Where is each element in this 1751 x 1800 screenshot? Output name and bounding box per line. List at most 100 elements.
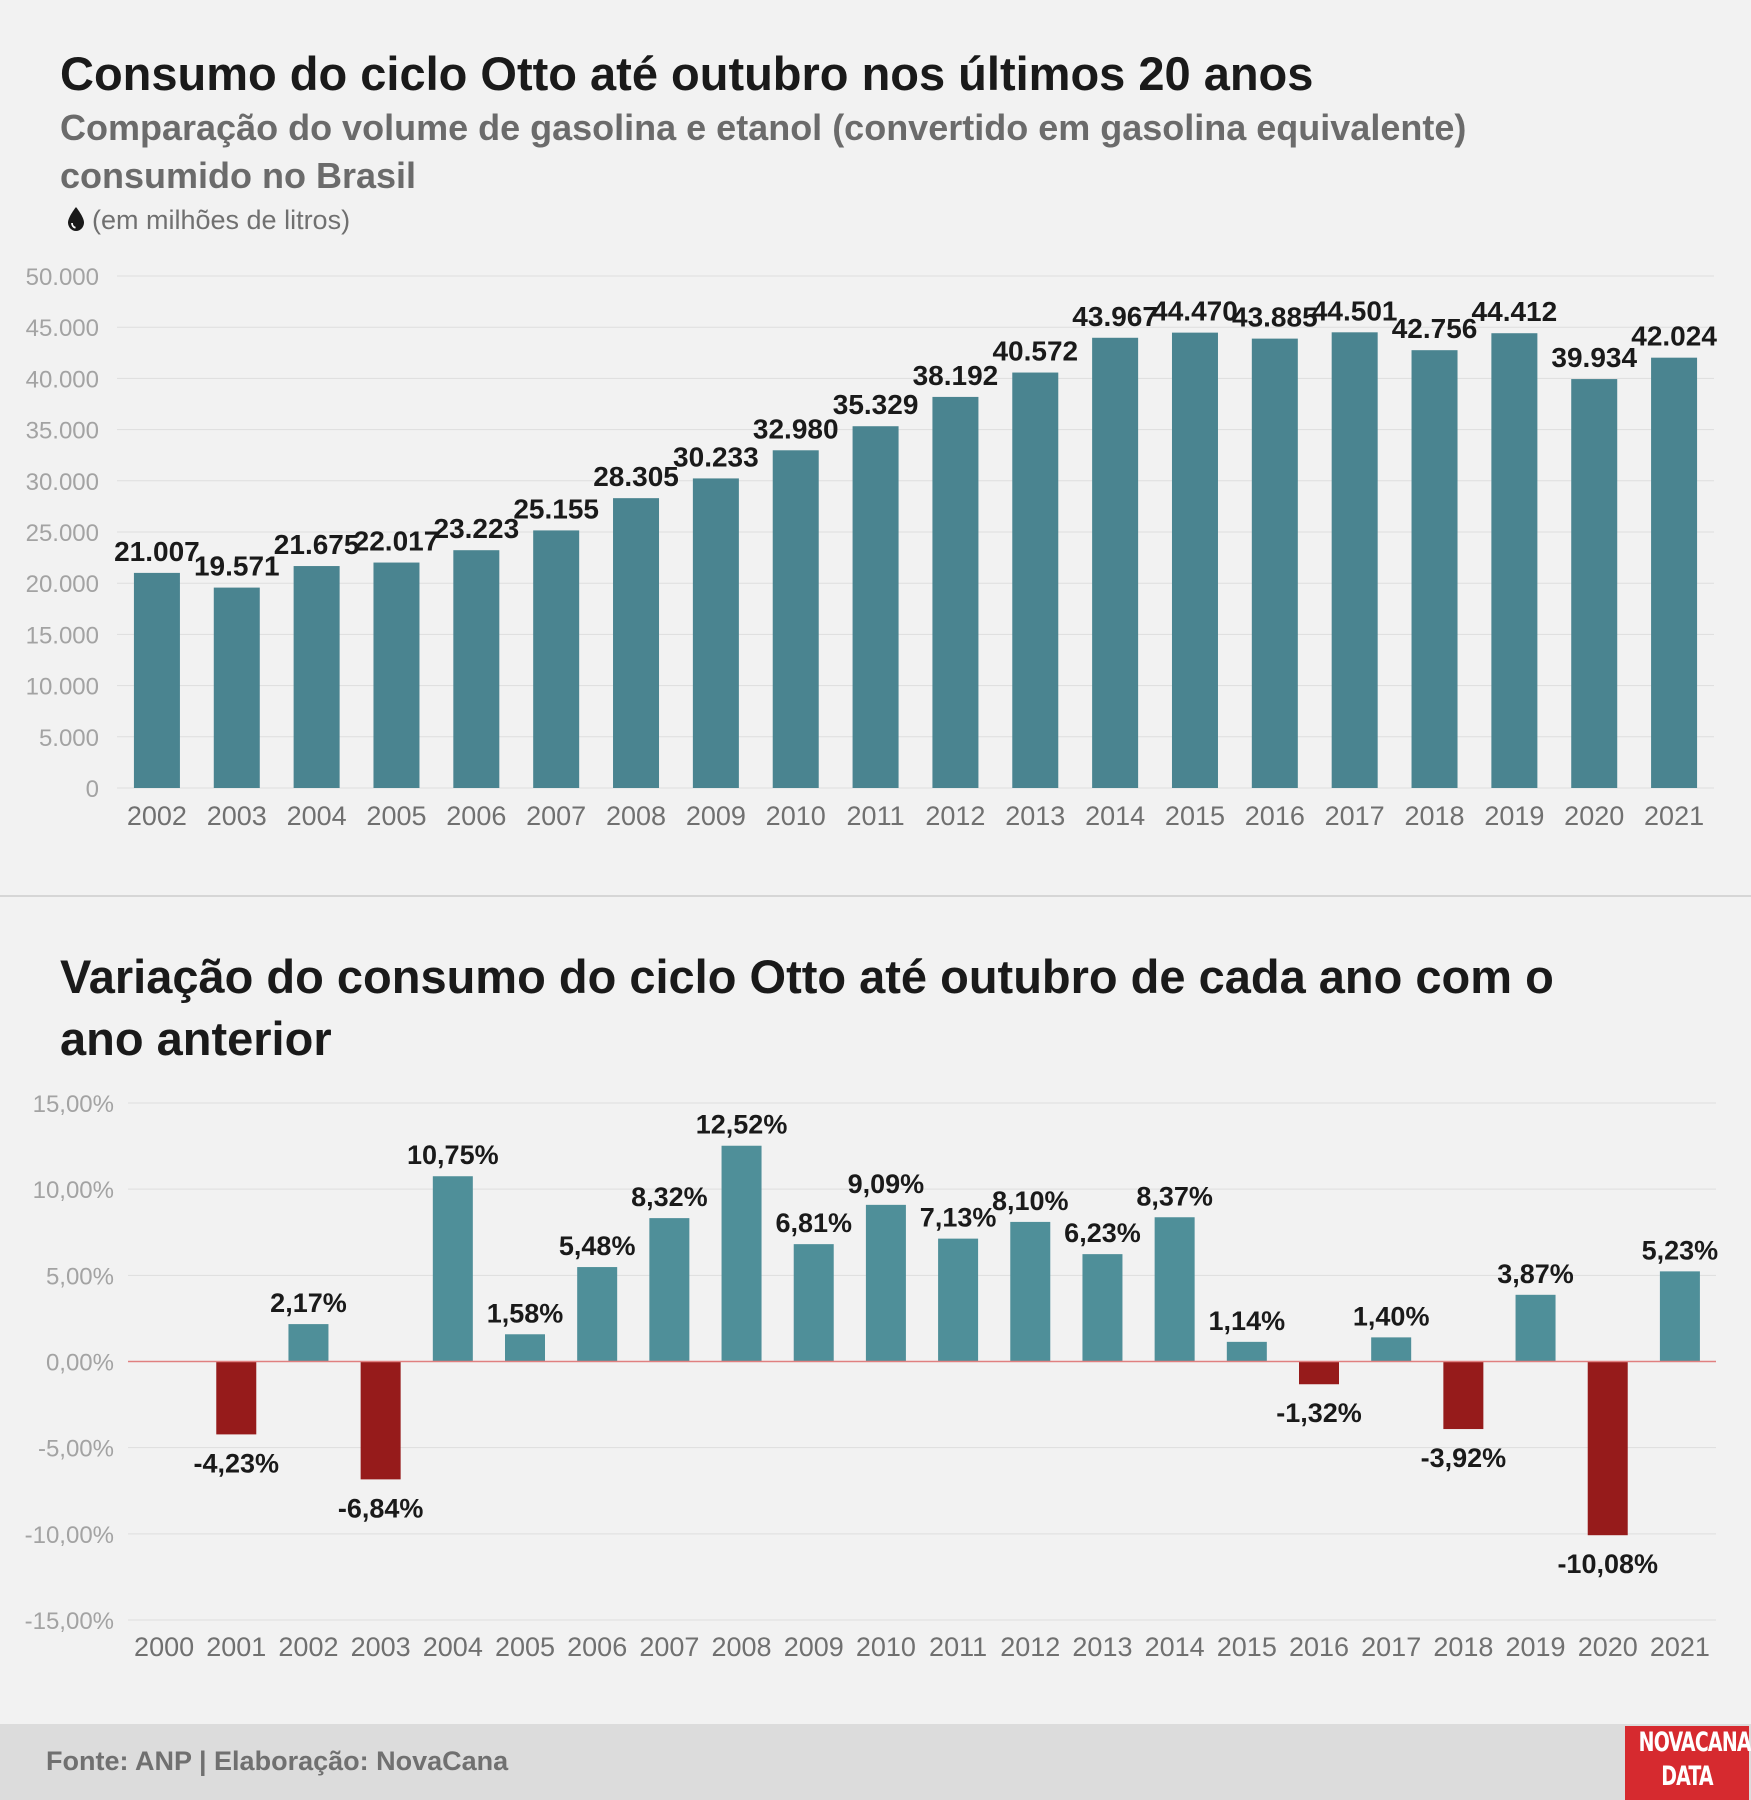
y-tick-label: 5.000: [39, 725, 99, 752]
variation-bar-chart: -15,00% -10,00% -5,00% 0,00% 5,00% 10,00% 15,0…: [25, 1091, 1719, 1662]
data-label: 21.007: [114, 536, 200, 567]
data-label: 1,40%: [1353, 1301, 1430, 1331]
data-label: 9,09%: [848, 1169, 925, 1199]
data-label: -4,23%: [193, 1448, 279, 1478]
positive-bar: [1010, 1221, 1051, 1362]
bar: [293, 566, 340, 788]
positive-bar: [1154, 1217, 1195, 1362]
x-tick-label: 2010: [766, 801, 826, 831]
bar: [692, 478, 739, 788]
x-tick-label: 2004: [423, 1632, 483, 1662]
x-tick-label: 2019: [1484, 801, 1544, 831]
data-label: 42.024: [1631, 321, 1717, 352]
data-label: 1,14%: [1209, 1306, 1286, 1336]
x-tick-label: 2014: [1085, 801, 1145, 831]
positive-bar: [1226, 1341, 1267, 1362]
y-tick-label: 0: [86, 776, 99, 803]
bar: [133, 572, 180, 788]
bar: [1571, 379, 1618, 788]
y-tick-label: 40.000: [26, 366, 99, 393]
bar: [1331, 332, 1378, 788]
negative-bar: [1443, 1361, 1484, 1430]
y-tick-label: -5,00%: [38, 1436, 114, 1463]
x-tick-label: 2009: [686, 801, 746, 831]
bar: [1651, 357, 1698, 788]
positive-bar: [505, 1334, 545, 1362]
x-tick-label: 2017: [1325, 801, 1385, 831]
data-label: 10,75%: [407, 1140, 499, 1170]
x-tick-label: 2007: [526, 801, 586, 831]
bar: [1491, 333, 1538, 788]
x-tick-label: 2018: [1433, 1632, 1493, 1662]
consumption-bar-chart: 0 5.000 10.000 15.000 20.000 25.000 30.000 35.0…: [26, 264, 1718, 831]
data-label: -6,84%: [338, 1493, 424, 1523]
bar: [772, 450, 819, 788]
x-tick-label: 2011: [847, 801, 905, 831]
bar: [852, 426, 899, 788]
data-label: 5,23%: [1642, 1235, 1719, 1265]
y-tick-label: 35.000: [26, 418, 99, 445]
variation-chart-title: Variação do consumo do ciclo Otto até ou…: [60, 950, 1554, 1065]
positive-bar: [1371, 1337, 1412, 1362]
bar: [1251, 338, 1298, 788]
chart-subtitle: Comparação do volume de gasolina e etano…: [60, 107, 1467, 196]
data-label: 5,48%: [559, 1231, 636, 1261]
data-label: 35.329: [833, 389, 919, 420]
x-tick-label: 2011: [929, 1632, 987, 1662]
bar: [213, 587, 260, 788]
positive-bar: [1082, 1254, 1123, 1362]
bar: [373, 562, 420, 788]
unit-note-text: (em milhões de litros): [92, 205, 351, 235]
x-tick-label: 2017: [1361, 1632, 1421, 1662]
x-tick-label: 2020: [1564, 801, 1624, 831]
y-tick-label: 20.000: [26, 571, 99, 598]
x-tick-label: 2003: [207, 801, 267, 831]
source-text: Fonte: ANP | Elaboração: NovaCana: [46, 1746, 509, 1776]
x-tick-label: 2015: [1165, 801, 1225, 831]
positive-bar: [288, 1324, 329, 1362]
data-label: 42.756: [1392, 313, 1478, 344]
data-label: 28.305: [593, 461, 679, 492]
drop-icon: [68, 207, 84, 231]
data-label: 12,52%: [696, 1110, 788, 1140]
data-label: 2,17%: [270, 1288, 347, 1318]
x-tick-label: 2016: [1245, 801, 1305, 831]
data-label: 39.934: [1551, 342, 1637, 373]
negative-bar: [1299, 1361, 1339, 1385]
data-label: 6,81%: [775, 1208, 852, 1238]
logo-line-1: NOVACANA: [1638, 1727, 1751, 1758]
x-tick-label: 2007: [639, 1632, 699, 1662]
positive-bar: [432, 1176, 473, 1362]
y-tick-label: 10.000: [26, 674, 99, 701]
data-label: 3,87%: [1497, 1259, 1574, 1289]
positive-bar: [721, 1145, 762, 1362]
y-tick-label: -15,00%: [25, 1608, 114, 1635]
data-label: 43.885: [1232, 302, 1318, 333]
data-label: 38.192: [913, 360, 999, 391]
positive-bar: [1659, 1271, 1700, 1362]
data-label: 19.571: [194, 551, 280, 582]
data-label: 44.470: [1152, 296, 1238, 327]
x-tick-label: 2014: [1145, 1632, 1205, 1662]
data-label: 6,23%: [1064, 1218, 1141, 1248]
y-tick-label: 30.000: [26, 469, 99, 496]
data-label: 22.017: [354, 526, 440, 557]
x-tick-label: 2013: [1005, 801, 1065, 831]
x-tick-label: 2008: [606, 801, 666, 831]
negative-bar: [216, 1361, 257, 1435]
data-label: 8,10%: [992, 1186, 1069, 1216]
data-label: 23.223: [434, 513, 520, 544]
y-tick-label: 15,00%: [33, 1091, 114, 1118]
unit-note: (em milhões de litros): [66, 205, 350, 236]
positive-bar: [938, 1238, 979, 1362]
x-tick-label: 2005: [366, 801, 426, 831]
y-tick-label: -10,00%: [25, 1522, 114, 1549]
data-label: 1,58%: [487, 1298, 564, 1328]
y-tick-label: 5,00%: [46, 1263, 114, 1290]
bar: [533, 530, 580, 788]
negative-bar: [1587, 1361, 1628, 1536]
x-tick-label: 2013: [1072, 1632, 1132, 1662]
data-label: 8,32%: [631, 1182, 708, 1212]
x-tick-label: 2006: [567, 1632, 627, 1662]
footer: Fonte: ANP | Elaboração: NovaCana NOVACA…: [0, 1724, 1751, 1800]
